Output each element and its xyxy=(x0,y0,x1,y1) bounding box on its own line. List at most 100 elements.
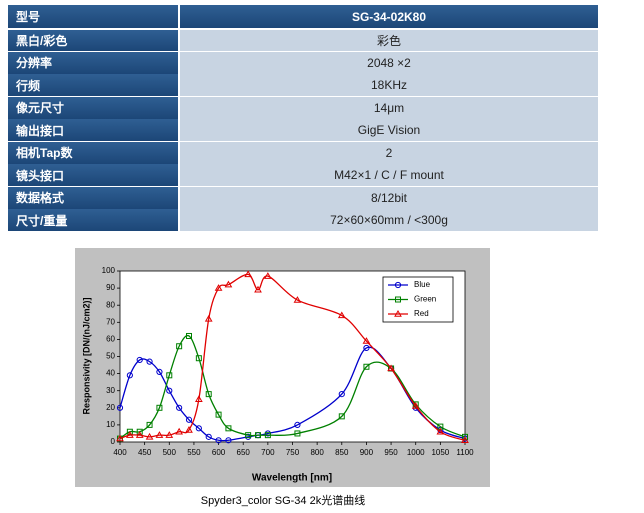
x-tick-label: 550 xyxy=(187,448,201,457)
point xyxy=(337,311,346,319)
point xyxy=(156,404,163,411)
point xyxy=(146,358,153,365)
point xyxy=(194,395,203,402)
legend-marker xyxy=(394,281,402,289)
legend-label: Blue xyxy=(414,280,431,289)
table-row: 输出接口 GigE Vision xyxy=(8,119,598,142)
series-line xyxy=(119,346,466,442)
point xyxy=(185,426,193,433)
point xyxy=(156,368,163,375)
y-tick-label: 70 xyxy=(106,317,115,326)
row-key: 行频 xyxy=(8,74,178,97)
series-line xyxy=(119,334,466,440)
row-value: 18KHz xyxy=(180,74,598,97)
point xyxy=(294,421,301,428)
y-tick-label: 100 xyxy=(102,266,116,275)
y-tick-label: 30 xyxy=(106,386,115,395)
y-tick-label: 50 xyxy=(106,352,115,361)
point xyxy=(176,404,183,411)
row-value: M42×1 / C / F mount xyxy=(180,164,598,187)
point xyxy=(338,391,345,398)
row-value: 2048 ×2 xyxy=(180,51,598,74)
row-key: 分辨率 xyxy=(8,51,178,74)
x-tick-label: 700 xyxy=(261,448,275,457)
spec-table: 型号 SG-34-02K80 黑白/彩色 彩色 分辨率 2048 ×2 行频 18KHz 像元尺… xyxy=(8,5,598,232)
point xyxy=(125,431,134,438)
point xyxy=(263,272,272,279)
table-row: 相机Tap数 2 xyxy=(8,141,598,164)
y-tick-label: 90 xyxy=(106,283,115,292)
point xyxy=(255,432,261,439)
legend-label: Red xyxy=(414,309,429,318)
row-key: 黑白/彩色 xyxy=(8,29,178,52)
legend-label: Green xyxy=(414,295,436,304)
point xyxy=(244,270,253,278)
x-tick-label: 1000 xyxy=(407,448,425,457)
point xyxy=(186,332,192,339)
legend-marker xyxy=(394,309,402,317)
point xyxy=(136,428,143,435)
row-key: 输出接口 xyxy=(8,119,178,142)
x-tick-label: 1100 xyxy=(456,448,474,457)
x-tick-label: 750 xyxy=(286,448,300,457)
y-tick-label: 20 xyxy=(106,403,115,412)
x-tick-label: 850 xyxy=(335,448,349,457)
point xyxy=(166,372,173,379)
table-row: 镜头接口 M42×1 / C / F mount xyxy=(8,164,598,187)
table-row: 数据格式 8/12bit xyxy=(8,186,598,209)
point xyxy=(126,372,133,379)
row-value: 72×60×60mm / <300g xyxy=(180,209,598,232)
point xyxy=(254,285,262,293)
table-row: 行频 18KHz xyxy=(8,74,598,97)
header-row: 型号 SG-34-02K80 xyxy=(8,5,598,28)
point xyxy=(166,387,173,394)
point xyxy=(224,280,233,288)
point xyxy=(155,431,164,438)
point xyxy=(116,404,124,411)
x-tick-label: 1050 xyxy=(431,448,449,457)
point xyxy=(165,431,174,438)
point xyxy=(175,427,184,435)
legend-marker xyxy=(395,296,401,303)
point xyxy=(362,337,371,344)
x-tick-label: 600 xyxy=(212,448,226,457)
row-value: GigE Vision xyxy=(180,119,598,142)
table-row: 分辨率 2048 ×2 xyxy=(8,51,598,74)
point xyxy=(176,343,183,350)
x-tick-label: 450 xyxy=(138,448,152,457)
y-tick-label: 10 xyxy=(106,420,115,429)
chart: Wavelength [nm] Responsivity [DN/(nJ/cm2… xyxy=(75,248,490,487)
point xyxy=(214,284,223,291)
row-value: 彩色 xyxy=(180,29,598,52)
point xyxy=(363,344,370,352)
x-tick-label: 400 xyxy=(113,448,127,457)
row-value: 14μm xyxy=(180,96,598,119)
x-axis-label: Wavelength [nm] xyxy=(252,473,332,484)
point xyxy=(205,433,212,440)
point xyxy=(215,411,222,418)
x-tick-label: 900 xyxy=(360,448,374,457)
point xyxy=(195,355,202,362)
x-tick-label: 500 xyxy=(163,448,177,457)
point xyxy=(363,363,370,370)
point xyxy=(264,432,271,439)
point xyxy=(215,437,222,444)
series-line xyxy=(119,273,466,441)
point xyxy=(146,421,153,428)
point xyxy=(225,437,232,444)
point xyxy=(245,432,252,439)
x-tick-label: 650 xyxy=(237,448,251,457)
x-tick-label: 800 xyxy=(310,448,324,457)
point xyxy=(293,296,302,303)
point xyxy=(204,314,213,322)
row-key: 镜头接口 xyxy=(8,164,178,187)
point xyxy=(185,416,193,423)
point xyxy=(338,413,345,420)
y-tick-label: 40 xyxy=(106,369,115,378)
point xyxy=(387,364,395,372)
point xyxy=(461,436,469,443)
point xyxy=(436,427,445,435)
y-axis-label: Responsivity [DN/(nJ/cm2)] xyxy=(81,297,91,414)
header-key: 型号 xyxy=(8,5,178,28)
